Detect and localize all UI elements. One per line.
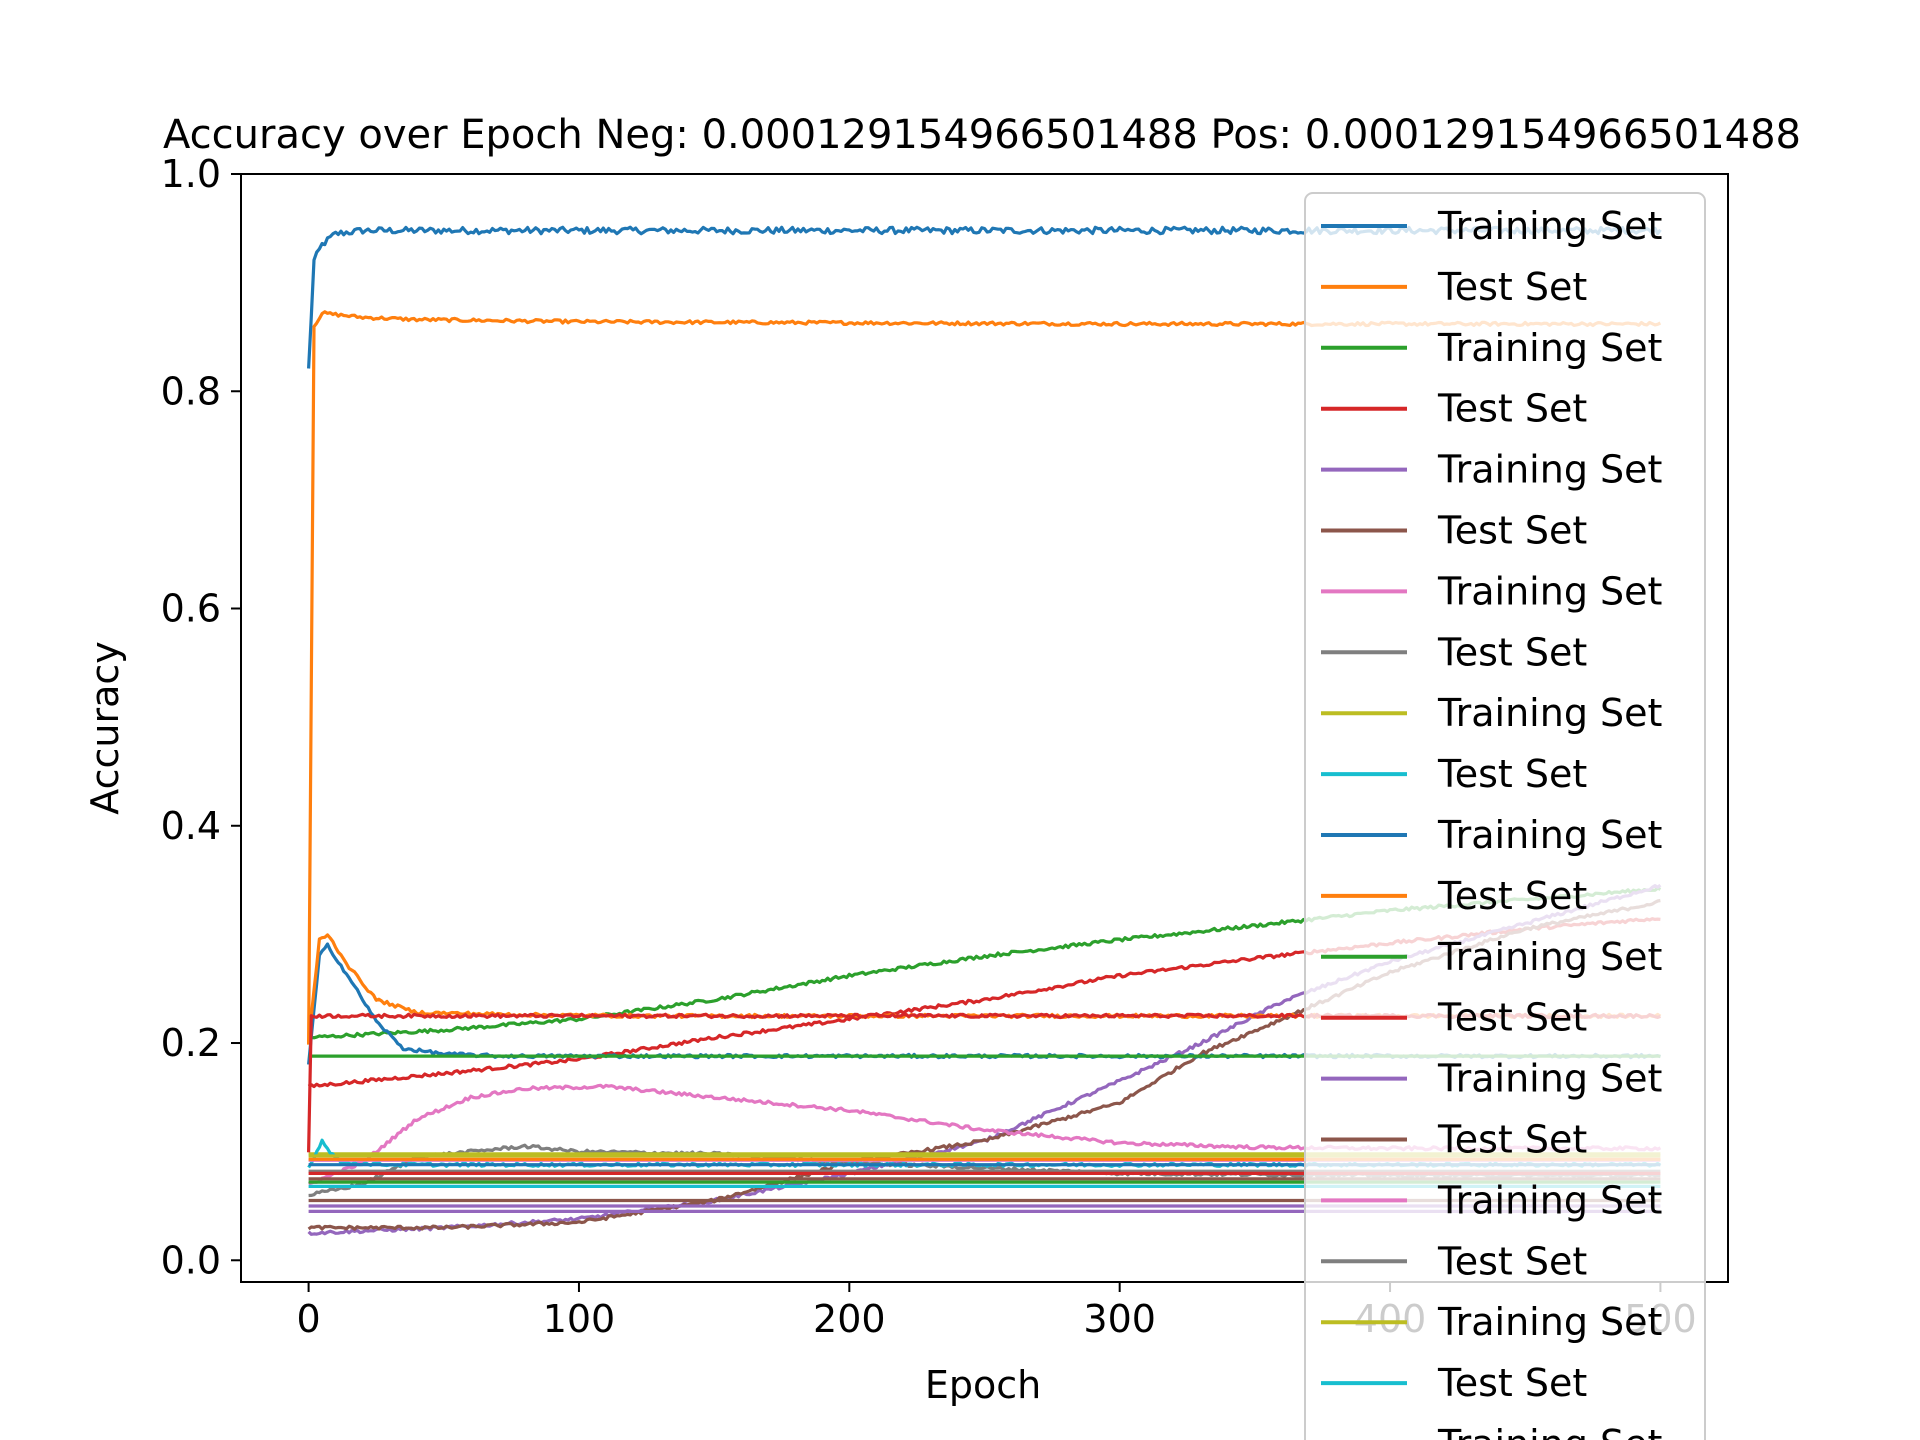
legend-label: Test Set [1437,509,1587,553]
legend-label: Test Set [1437,874,1587,918]
legend-label: Training Set [1437,691,1662,735]
y-tick-label: 0.4 [161,804,221,848]
legend-label: Training Set [1437,1057,1662,1101]
y-tick-label: 0.8 [161,369,221,413]
plot-frame [240,173,1729,1283]
legend-label: Test Set [1437,1361,1587,1405]
x-tick-label: 300 [1083,1297,1156,1341]
legend-label: Test Set [1437,387,1587,431]
legend-label: Training Set [1437,1178,1662,1222]
legend-label: Training Set [1437,1300,1662,1344]
legend-label: Test Set [1437,630,1587,674]
legend-label: Test Set [1437,1118,1587,1162]
chart-title: Accuracy over Epoch Neg: 0.0001291549665… [163,112,1801,158]
y-axis-label: Accuracy [83,641,127,815]
legend-label: Training Set [1437,326,1662,370]
y-tick-label: 1.0 [161,152,221,196]
legend-label: Test Set [1437,996,1587,1040]
y-tick-label: 0.6 [161,587,221,631]
legend-label: Test Set [1437,265,1587,309]
legend-label: Training Set [1437,935,1662,979]
y-tick-label: 0.0 [161,1238,221,1282]
legend-label: Training Set [1437,204,1662,248]
legend-label: Training Set [1437,448,1662,492]
y-tick-label: 0.2 [161,1021,221,1065]
legend: Training Set Test Set Training Set Test Set… [1304,192,1706,1440]
legend-label: Test Set [1437,1239,1587,1283]
x-tick-label: 200 [813,1297,886,1341]
legend-label: Training Set [1437,1422,1662,1440]
y-axis-ticks: 0.0 0.2 0.4 0.6 0.8 1.0 [161,152,241,1282]
x-tick-label: 100 [543,1297,616,1341]
legend-label: Test Set [1437,752,1587,796]
x-axis-label: Epoch [925,1363,1041,1407]
legend-label: Training Set [1437,569,1662,613]
legend-label: Training Set [1437,813,1662,857]
x-tick-label: 0 [296,1297,320,1341]
legend-box [1304,192,1706,1440]
